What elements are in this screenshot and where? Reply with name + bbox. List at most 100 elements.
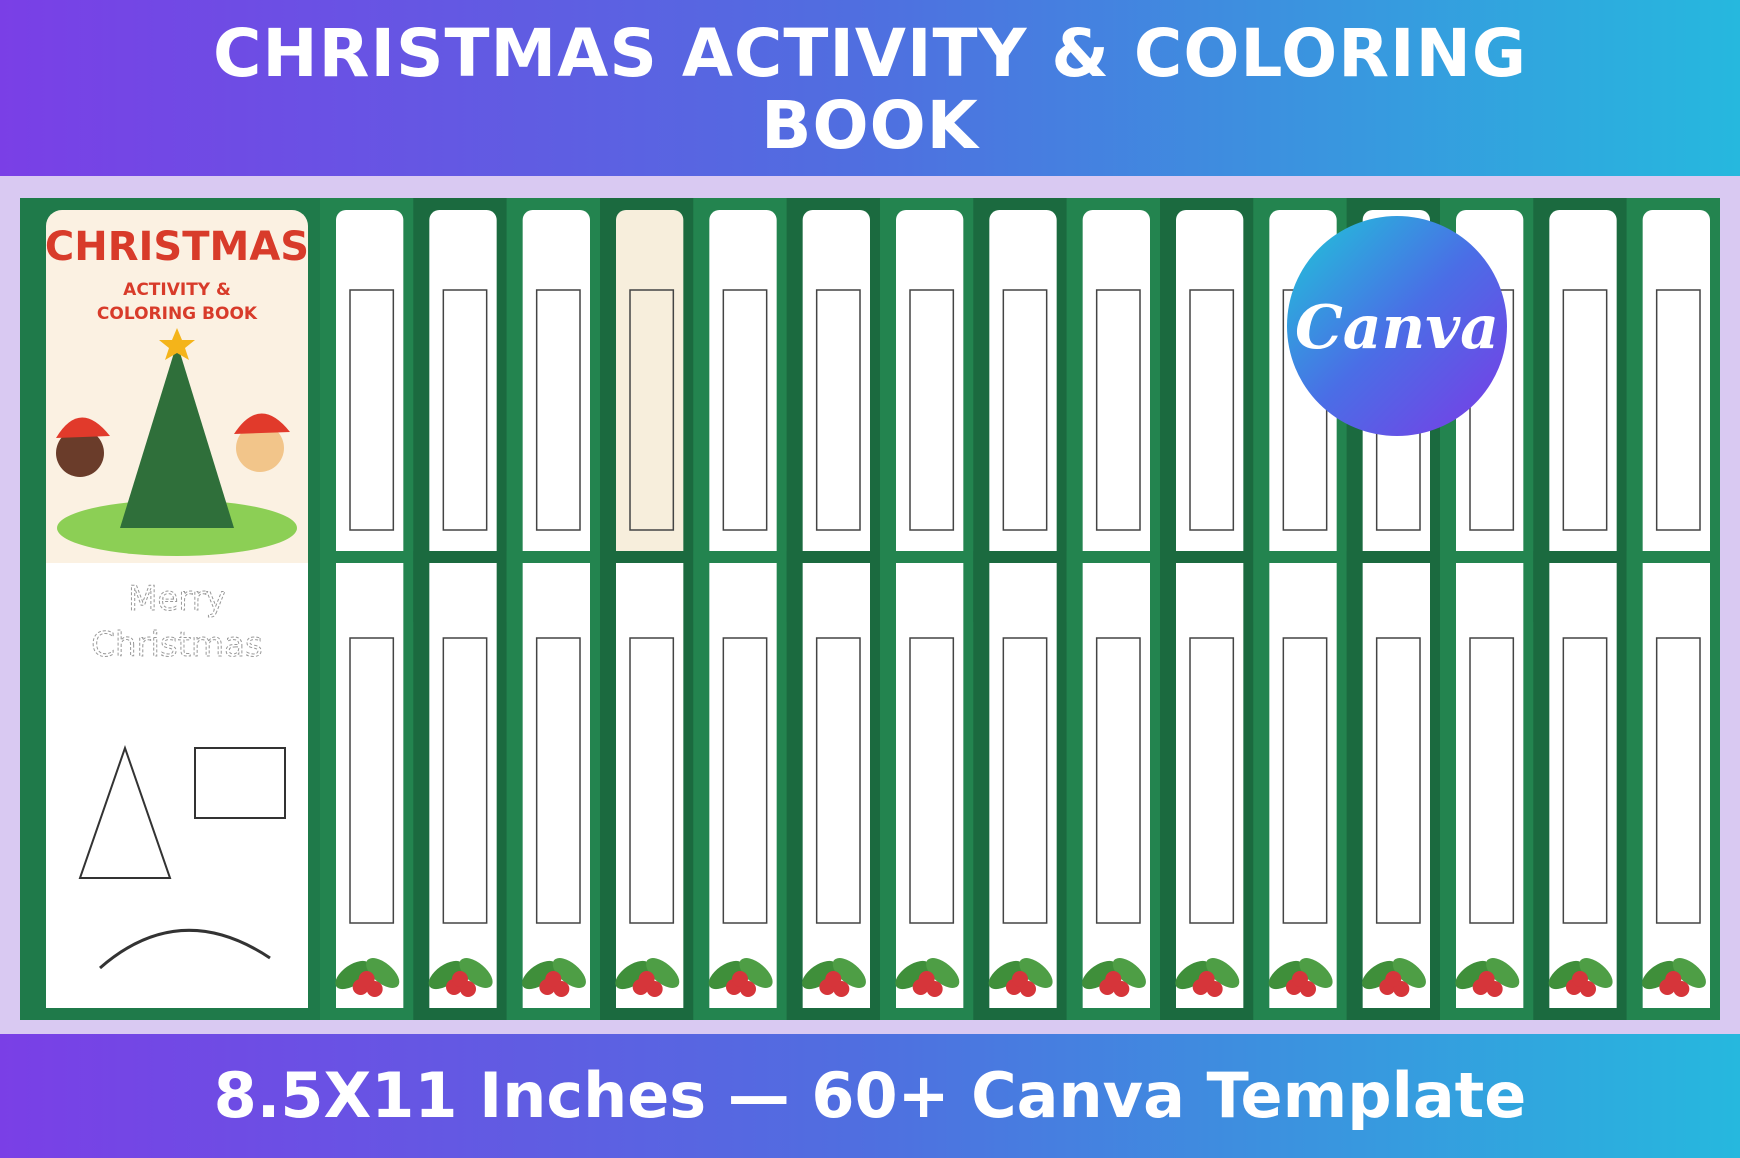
page-card [1269,563,1337,1008]
holly-leaf [646,958,680,988]
page-frame [1562,637,1608,924]
mockup: CHRISTMAS ACTIVITY & COLORING BOOK Merry… [20,198,1720,1020]
page-frame [1375,637,1421,924]
holly-berry [545,971,562,987]
pages [320,198,1720,1020]
page-frame [535,637,581,924]
page-card [1549,210,1617,610]
page-card [896,210,964,610]
page-card [1176,210,1244,610]
holly-berry [1292,971,1308,987]
page-card [522,210,590,610]
title: CHRISTMAS ACTIVITY & COLORING BOOK [212,15,1528,164]
holly-leaf [552,958,586,988]
page-card [616,210,684,610]
holly-leaf [1361,960,1397,990]
page-card [522,563,590,1008]
page-card [989,563,1057,1008]
outline-window [194,747,286,819]
holly-leaf [1579,958,1613,988]
page-frame [349,637,395,924]
holly-berry [1012,971,1028,987]
footer-text: 8.5X11 Inches — 60+ Canva Template [213,1059,1527,1132]
outline-tree [78,744,172,879]
holly-berry [1105,971,1122,987]
header: CHRISTMAS ACTIVITY & COLORING BOOK [0,0,1740,176]
page-card [802,563,870,1008]
holly-leaf [1268,960,1304,990]
page-frame [909,637,955,924]
page-frame [1095,289,1141,531]
page-frame [722,637,768,924]
holly-leaf [366,958,400,988]
holly-leaf [1455,960,1491,990]
tree [120,343,234,528]
page-card [336,210,404,610]
holly-leaf [895,960,931,990]
page-frame [815,637,861,924]
holly-berry [918,971,935,987]
holly-berry [1572,971,1588,987]
page-frame [1002,637,1048,924]
page-card [1082,563,1150,1008]
child [236,424,284,472]
page-frame [815,289,861,531]
holly-berry [825,971,842,987]
page-card [1642,210,1710,610]
holly-leaf [521,960,557,990]
holly-leaf [988,960,1024,990]
page-card [989,210,1057,610]
hat [56,417,110,438]
cover-title: CHRISTMAS [45,224,309,270]
page-card [709,563,777,1008]
page-frame [1189,289,1235,531]
canva-badge [1287,216,1507,436]
page-card [1362,563,1430,1008]
holly-berry [452,971,468,987]
page-card [1082,210,1150,610]
child [56,429,104,477]
holly-leaf [1641,960,1677,990]
page-frame [1469,637,1515,924]
holly-berry [1478,971,1495,987]
page-frame [349,289,395,531]
page-frame [722,289,768,531]
page-card [802,210,870,610]
holly-leaf [335,960,371,990]
holly-berry [638,971,655,987]
holly-berry [1665,971,1682,987]
page-card [429,563,497,1008]
page-card [336,563,404,1008]
holly-leaf [1081,960,1117,990]
holly-leaf [1206,958,1240,988]
holly-leaf [832,958,866,988]
page-frame [629,289,675,531]
page-card [709,210,777,610]
page-frame [909,289,955,531]
page-frame [1655,637,1701,924]
holly-leaf [708,960,744,990]
hat [234,413,290,434]
page-frame [1655,289,1701,531]
coloring-line: Christmas [91,625,262,665]
holly-leaf [801,960,837,990]
holly-leaf [1486,958,1520,988]
page-frame [1562,289,1608,531]
page-frame [1282,637,1328,924]
holly-berry [1385,971,1402,987]
page-frame [629,637,675,924]
holly-leaf [926,958,960,988]
footer: 8.5X11 Inches — 60+ Canva Template [0,1034,1740,1158]
page-frame [1095,637,1141,924]
page-card [896,563,964,1008]
cover-subtitle: ACTIVITY & COLORING BOOK [96,280,258,324]
coloring-card [46,563,308,1008]
holly-berry [358,971,375,987]
holly-leaf [1299,958,1333,988]
star [159,328,195,360]
page-card [616,563,684,1008]
coloring-line: Merry [128,579,226,619]
holly-leaf [1672,958,1706,988]
page-card [1456,563,1524,1008]
